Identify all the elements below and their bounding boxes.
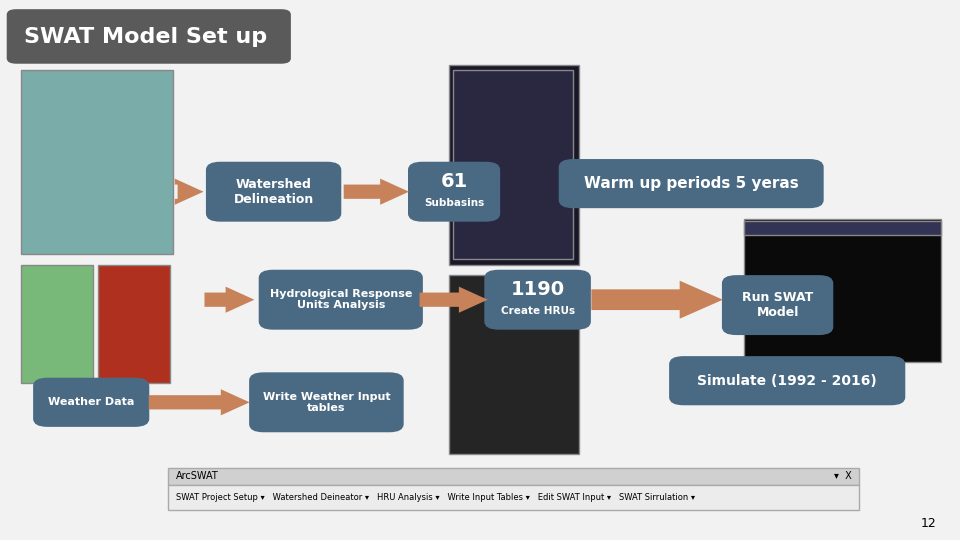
Text: Watershed
Delineation: Watershed Delineation: [233, 178, 314, 206]
FancyArrow shape: [420, 287, 488, 313]
FancyBboxPatch shape: [722, 275, 833, 335]
Bar: [168, 485, 859, 510]
Text: Create HRUs: Create HRUs: [500, 306, 575, 316]
FancyArrow shape: [204, 287, 254, 313]
Text: SWAT Model Set up: SWAT Model Set up: [24, 26, 267, 47]
Text: ArcSWAT: ArcSWAT: [176, 471, 219, 481]
Bar: [449, 65, 579, 265]
Bar: [744, 219, 941, 362]
Text: 1190: 1190: [511, 280, 564, 299]
FancyBboxPatch shape: [485, 269, 590, 329]
FancyBboxPatch shape: [7, 9, 291, 64]
Bar: [168, 468, 859, 485]
Bar: [21, 265, 93, 383]
Bar: [98, 265, 170, 383]
Text: Subbasins: Subbasins: [424, 198, 484, 208]
Text: Hydrological Response
Units Analysis: Hydrological Response Units Analysis: [270, 289, 412, 310]
Text: Weather Data: Weather Data: [48, 397, 134, 407]
Bar: [744, 221, 941, 235]
FancyBboxPatch shape: [250, 373, 403, 432]
FancyArrow shape: [591, 281, 723, 319]
Bar: [21, 70, 173, 254]
Bar: [453, 70, 573, 259]
FancyArrow shape: [344, 179, 409, 205]
Text: Run SWAT
Model: Run SWAT Model: [742, 291, 813, 319]
Text: 12: 12: [921, 517, 936, 530]
FancyBboxPatch shape: [669, 356, 905, 405]
Text: SWAT Project Setup ▾   Watershed Deineator ▾   HRU Analysis ▾   Write Input Tabl: SWAT Project Setup ▾ Watershed Deineator…: [176, 493, 695, 502]
FancyArrow shape: [175, 179, 204, 205]
FancyArrow shape: [149, 389, 250, 415]
FancyBboxPatch shape: [205, 162, 342, 221]
Text: ▾  X: ▾ X: [834, 471, 852, 481]
Text: Write Weather Input
tables: Write Weather Input tables: [263, 392, 390, 413]
Text: Simulate (1992 - 2016): Simulate (1992 - 2016): [697, 374, 877, 388]
Text: Warm up periods 5 yeras: Warm up periods 5 yeras: [584, 176, 799, 191]
FancyBboxPatch shape: [408, 162, 500, 221]
FancyBboxPatch shape: [258, 269, 422, 329]
Bar: [449, 275, 579, 454]
Text: 61: 61: [441, 172, 468, 191]
FancyBboxPatch shape: [559, 159, 824, 208]
FancyBboxPatch shape: [33, 378, 150, 427]
